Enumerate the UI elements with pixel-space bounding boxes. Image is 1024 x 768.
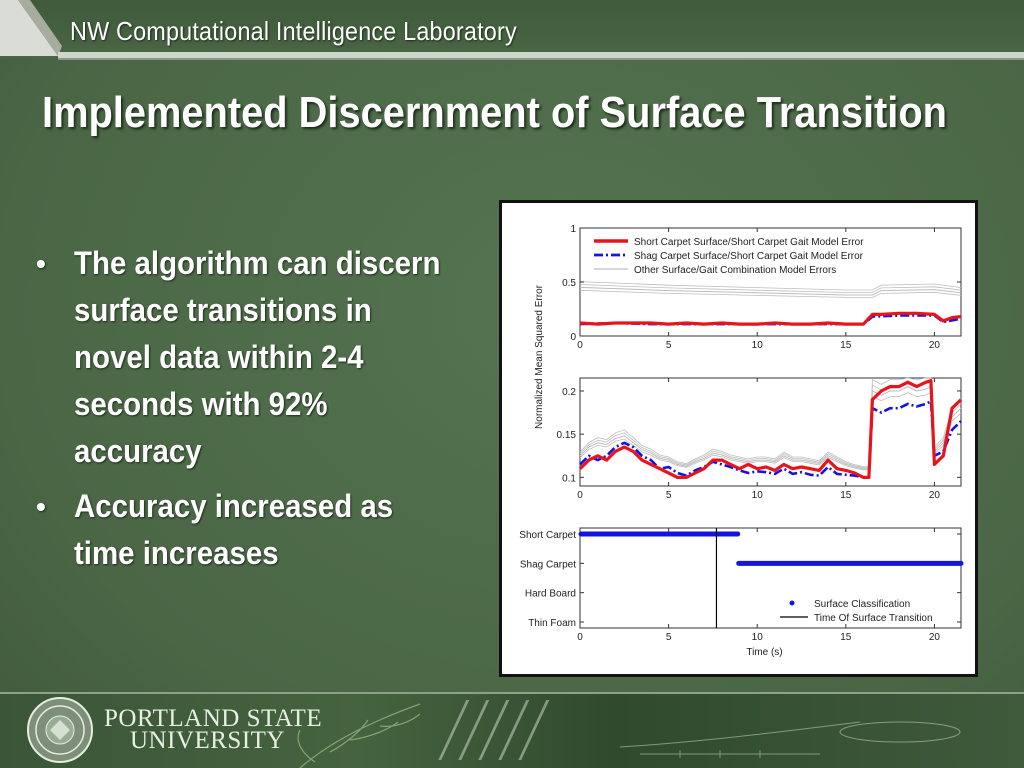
x-tick-label: 5 bbox=[666, 632, 672, 643]
series-line-other bbox=[579, 281, 962, 291]
x-tick-label: 0 bbox=[577, 490, 583, 501]
university-wordmark: PORTLAND STATE UNIVERSITY bbox=[104, 705, 323, 754]
x-tick-label: 0 bbox=[577, 632, 583, 643]
bullet-item: • Accuracy increased as time increases bbox=[36, 483, 476, 577]
y-tick-label: 0 bbox=[570, 332, 576, 343]
series-line-short-carpet bbox=[578, 379, 963, 479]
header-rule bbox=[58, 52, 1024, 58]
series-line-other bbox=[579, 286, 962, 296]
x-axis-label: Time (s) bbox=[746, 647, 782, 658]
leaf-vein-decoration bbox=[297, 703, 421, 768]
y-axis-label: Normalized Mean Squared Error bbox=[534, 284, 545, 429]
x-tick-label: 15 bbox=[840, 340, 852, 351]
bullet-text: Accuracy increased as time increases bbox=[74, 488, 394, 571]
header-band bbox=[0, 0, 1024, 60]
x-tick-label: 5 bbox=[666, 340, 672, 351]
bullet-text: The algorithm can discern surface transi… bbox=[74, 245, 441, 469]
university-seal-icon bbox=[27, 697, 93, 763]
y-tick-label: 0.15 bbox=[557, 430, 577, 441]
axes-frame-3 bbox=[579, 527, 962, 629]
y-tick-label: 0.2 bbox=[562, 387, 576, 398]
bullet-item: • The algorithm can discern surface tran… bbox=[36, 240, 476, 475]
legend-label: Short Carpet Surface/Short Carpet Gait M… bbox=[634, 237, 864, 248]
x-tick-label: 15 bbox=[840, 490, 852, 501]
x-tick-label: 5 bbox=[666, 490, 672, 501]
bullet-symbol: • bbox=[36, 248, 46, 279]
array-decoration bbox=[438, 700, 550, 760]
legend-label: Other Surface/Gait Combination Model Err… bbox=[634, 265, 836, 276]
category-label: Hard Board bbox=[525, 589, 576, 600]
y-tick-label: 0.5 bbox=[562, 278, 576, 289]
x-tick-label: 15 bbox=[840, 632, 852, 643]
slide-title: Implemented Discernment of Surface Trans… bbox=[42, 88, 948, 137]
university-line1: PORTLAND STATE bbox=[104, 705, 323, 732]
series-line-other bbox=[579, 386, 962, 470]
series-line-shag-carpet bbox=[579, 400, 962, 479]
x-tick-label: 10 bbox=[752, 490, 764, 501]
bullet-list: • The algorithm can discern surface tran… bbox=[36, 240, 476, 585]
series-line-other bbox=[579, 289, 962, 298]
series-line-other bbox=[579, 391, 962, 471]
legend-label: Shag Carpet Surface/Short Carpet Gait Mo… bbox=[634, 251, 864, 262]
legend-label: Time Of Surface Transition bbox=[814, 613, 933, 624]
legend-label: Surface Classification bbox=[814, 599, 910, 610]
x-tick-label: 20 bbox=[929, 632, 941, 643]
x-tick-label: 0 bbox=[577, 340, 583, 351]
series-line-other bbox=[579, 377, 962, 468]
x-tick-label: 10 bbox=[752, 632, 764, 643]
axes-frame-2 bbox=[579, 377, 962, 487]
legend-swatch bbox=[789, 600, 795, 606]
lab-name: NW Computational Intelligence Laboratory bbox=[70, 16, 517, 46]
blueprint-decoration bbox=[619, 721, 961, 758]
footer-band bbox=[0, 692, 1024, 768]
series-line-other bbox=[579, 284, 962, 293]
series-line-short-carpet bbox=[579, 311, 962, 326]
category-label: Shag Carpet bbox=[520, 559, 576, 570]
x-tick-label: 20 bbox=[929, 340, 941, 351]
x-tick-label: 10 bbox=[752, 340, 764, 351]
university-line2: UNIVERSITY bbox=[130, 727, 285, 754]
figure-panel: 0 5 10 15 20 0 0.5 1 0 5 10 15 20 0.1 0.15 0.2 Normalize… bbox=[499, 200, 978, 677]
bullet-symbol: • bbox=[36, 491, 46, 522]
header-corner-wedge bbox=[0, 0, 58, 56]
category-label: Short Carpet bbox=[519, 530, 576, 541]
x-tick-label: 20 bbox=[929, 490, 941, 501]
y-tick-label: 1 bbox=[570, 224, 576, 235]
y-tick-label: 0.1 bbox=[562, 473, 576, 484]
category-label: Thin Foam bbox=[528, 618, 576, 629]
